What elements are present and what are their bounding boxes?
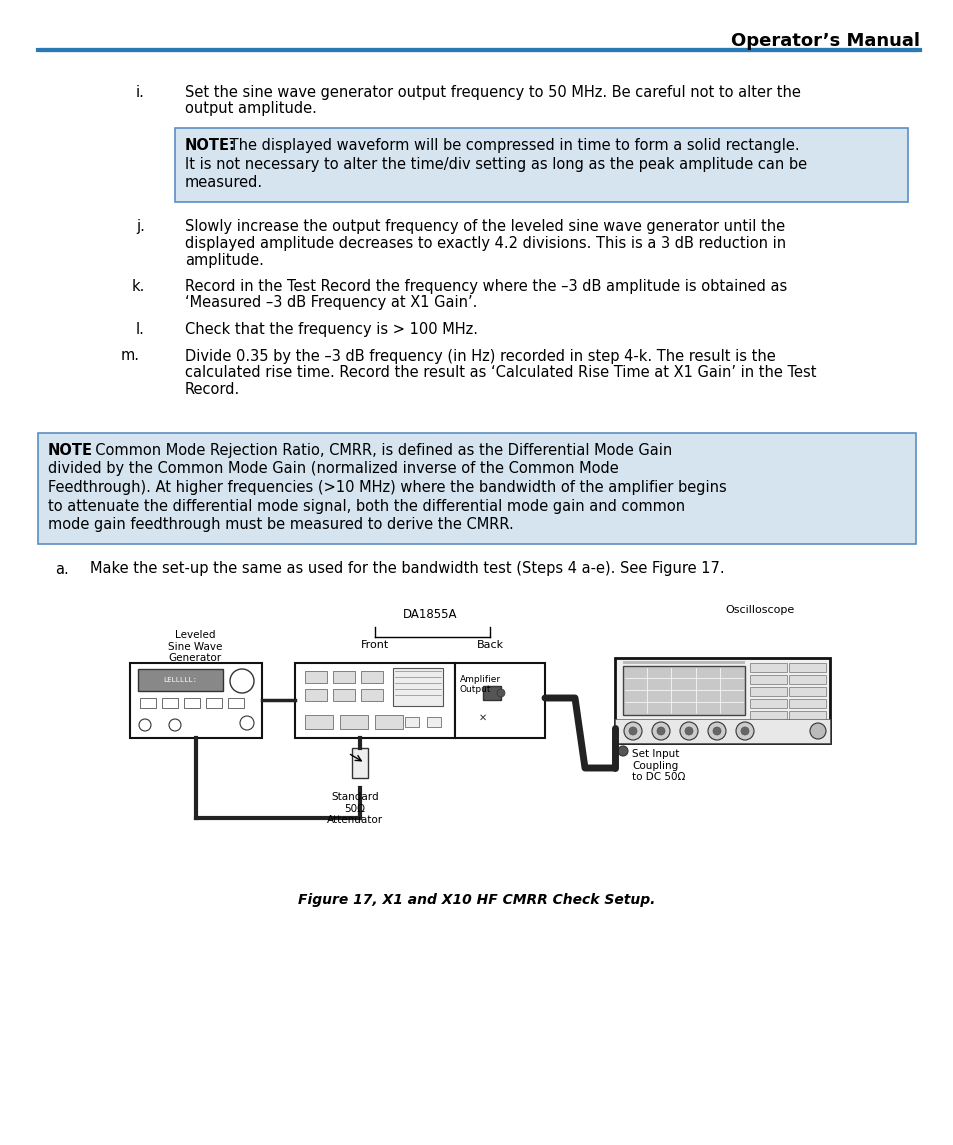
Bar xyxy=(427,717,440,727)
Text: i.: i. xyxy=(136,85,145,100)
Bar xyxy=(393,668,442,706)
Bar xyxy=(228,698,244,708)
Bar xyxy=(140,698,156,708)
Text: Set Input
Coupling
to DC 50Ω: Set Input Coupling to DC 50Ω xyxy=(631,749,684,782)
Bar xyxy=(482,686,500,700)
FancyBboxPatch shape xyxy=(174,128,907,202)
Text: measured.: measured. xyxy=(185,175,263,190)
Text: Common Mode Rejection Ratio, CMRR, is defined as the Differential Mode Gain: Common Mode Rejection Ratio, CMRR, is de… xyxy=(86,443,672,458)
Bar xyxy=(405,717,418,727)
Circle shape xyxy=(707,722,725,740)
Bar xyxy=(788,663,825,672)
Text: Oscilloscope: Oscilloscope xyxy=(724,605,794,615)
Text: divided by the Common Mode Gain (normalized inverse of the Common Mode: divided by the Common Mode Gain (normali… xyxy=(48,461,618,476)
Text: Slowly increase the output frequency of the leveled sine wave generator until th: Slowly increase the output frequency of … xyxy=(185,220,784,235)
Bar xyxy=(130,663,262,739)
Bar xyxy=(749,676,786,684)
Text: amplitude.: amplitude. xyxy=(185,253,264,268)
Text: to attenuate the differential mode signal, both the differential mode gain and c: to attenuate the differential mode signa… xyxy=(48,498,684,513)
Text: j.: j. xyxy=(136,220,145,235)
Text: mode gain feedthrough must be measured to derive the CMRR.: mode gain feedthrough must be measured t… xyxy=(48,518,514,532)
Circle shape xyxy=(623,722,641,740)
Bar xyxy=(138,669,223,690)
Text: It is not necessary to alter the time/div setting as long as the peak amplitude : It is not necessary to alter the time/di… xyxy=(185,157,806,172)
Circle shape xyxy=(735,722,753,740)
Circle shape xyxy=(139,719,151,731)
Bar xyxy=(206,698,222,708)
Circle shape xyxy=(809,722,825,739)
Circle shape xyxy=(169,719,181,731)
Bar xyxy=(788,676,825,684)
Text: Leveled
Sine Wave
Generator: Leveled Sine Wave Generator xyxy=(168,630,222,663)
Bar xyxy=(333,671,355,684)
Bar xyxy=(788,722,825,732)
Bar xyxy=(305,671,327,684)
Text: Record in the Test Record the frequency where the –3 dB amplitude is obtained as: Record in the Test Record the frequency … xyxy=(185,279,786,294)
Text: Set the sine wave generator output frequency to 50 MHz. Be careful not to alter : Set the sine wave generator output frequ… xyxy=(185,85,800,100)
Text: m.: m. xyxy=(121,348,140,363)
FancyBboxPatch shape xyxy=(38,433,915,544)
Bar xyxy=(749,698,786,708)
Text: k.: k. xyxy=(132,279,145,294)
Bar xyxy=(788,687,825,696)
Circle shape xyxy=(657,727,664,735)
Circle shape xyxy=(240,716,253,731)
Bar xyxy=(339,714,368,729)
Text: displayed amplitude decreases to exactly 4.2 divisions. This is a 3 dB reduction: displayed amplitude decreases to exactly… xyxy=(185,236,785,251)
Text: calculated rise time. Record the result as ‘Calculated Rise Time at X1 Gain’ in : calculated rise time. Record the result … xyxy=(185,365,816,380)
Bar xyxy=(749,711,786,720)
Text: ‘Measured –3 dB Frequency at X1 Gain’.: ‘Measured –3 dB Frequency at X1 Gain’. xyxy=(185,295,476,310)
Bar xyxy=(375,714,402,729)
Bar xyxy=(333,689,355,701)
Bar xyxy=(788,711,825,720)
Text: NOTE: NOTE xyxy=(48,443,92,458)
Text: The displayed waveform will be compressed in time to form a solid rectangle.: The displayed waveform will be compresse… xyxy=(225,139,799,153)
Bar xyxy=(455,663,544,739)
Text: Back: Back xyxy=(476,640,503,650)
Text: output amplitude.: output amplitude. xyxy=(185,102,316,117)
Text: Record.: Record. xyxy=(185,381,240,396)
Text: LELLLLL:: LELLLLL: xyxy=(163,677,196,684)
Bar xyxy=(615,658,829,743)
Bar xyxy=(749,687,786,696)
Circle shape xyxy=(740,727,748,735)
Bar xyxy=(622,661,744,664)
Bar xyxy=(749,722,786,732)
Bar xyxy=(360,689,382,701)
Bar xyxy=(622,666,744,714)
Text: Figure 17, X1 and X10 HF CMRR Check Setup.: Figure 17, X1 and X10 HF CMRR Check Setu… xyxy=(298,893,655,907)
Bar xyxy=(294,663,455,739)
Circle shape xyxy=(712,727,720,735)
Text: Divide 0.35 by the –3 dB frequency (in Hz) recorded in step 4-k. The result is t: Divide 0.35 by the –3 dB frequency (in H… xyxy=(185,348,775,363)
Text: Check that the frequency is > 100 MHz.: Check that the frequency is > 100 MHz. xyxy=(185,322,477,337)
Text: l.: l. xyxy=(136,322,145,337)
Circle shape xyxy=(497,689,504,697)
Text: Standard
50Ω
Attenuator: Standard 50Ω Attenuator xyxy=(327,792,383,826)
Bar xyxy=(184,698,200,708)
Circle shape xyxy=(628,727,637,735)
Bar xyxy=(749,663,786,672)
Text: a.: a. xyxy=(55,561,69,576)
Bar xyxy=(162,698,178,708)
Bar xyxy=(360,671,382,684)
Circle shape xyxy=(230,669,253,693)
Bar xyxy=(788,698,825,708)
Text: Amplifier
Output: Amplifier Output xyxy=(459,676,500,694)
Text: Front: Front xyxy=(360,640,389,650)
Text: NOTE:: NOTE: xyxy=(185,139,235,153)
Bar xyxy=(305,714,333,729)
Circle shape xyxy=(679,722,698,740)
Text: DA1855A: DA1855A xyxy=(402,608,456,621)
Text: Make the set-up the same as used for the bandwidth test (Steps 4 a-e). See Figur: Make the set-up the same as used for the… xyxy=(90,561,724,576)
Circle shape xyxy=(684,727,692,735)
Bar xyxy=(352,748,368,777)
Bar xyxy=(615,719,829,743)
Text: Feedthrough). At higher frequencies (>10 MHz) where the bandwidth of the amplifi: Feedthrough). At higher frequencies (>10… xyxy=(48,480,726,495)
Circle shape xyxy=(618,747,627,756)
Bar xyxy=(305,689,327,701)
Text: ✕: ✕ xyxy=(478,713,487,722)
Text: Operator’s Manual: Operator’s Manual xyxy=(730,32,919,50)
Circle shape xyxy=(651,722,669,740)
